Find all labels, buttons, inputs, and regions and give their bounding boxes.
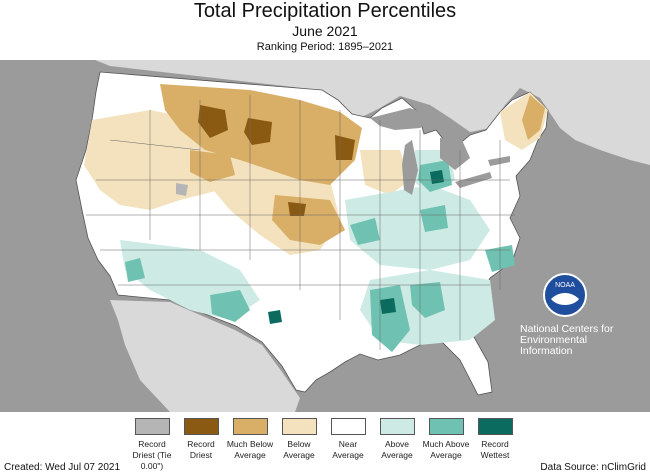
legend-swatch [379,418,415,435]
recordwettest-tx [268,310,282,324]
legend-item: Much Above Average [422,418,470,461]
legend-item: Near Average [324,418,372,461]
recorddriest-mt [198,105,228,138]
legend-item: Above Average [373,418,421,461]
noaa-logo-text: NOAA [555,282,575,289]
legend-item: Record Driest (Tie 0.00") [128,418,176,472]
legend-swatch [330,418,366,435]
legend-swatch [232,418,268,435]
below-midwest [360,150,410,195]
legend-swatch [428,418,464,435]
legend-swatch [134,418,170,435]
lake-michigan [402,140,418,195]
muchbelow-maine [522,95,545,140]
muchabove-texas [210,290,250,322]
lake-superior [370,108,438,130]
muchbelow-wy [190,150,235,182]
legend-label: Much Above Average [422,439,470,460]
legend-item: Below Average [275,418,323,461]
muchabove-al [410,282,445,318]
mexico-land [110,300,300,412]
canada-land [0,60,650,165]
lake-ontario [488,156,510,166]
created-date: Created: Wed Jul 07 2021 [4,462,121,473]
above-midwest [345,185,490,270]
legend-label: Above Average [381,439,413,460]
precipitation-map: NOAA [0,60,650,412]
legend-label: Below Average [283,439,315,460]
recorddriest-nd [244,118,272,145]
legend-label: Record Wettest [480,439,510,460]
muchabove-nm [125,258,145,282]
legend-swatch [281,418,317,435]
legend-item: Record Wettest [471,418,519,461]
muchabove-oh [420,205,448,232]
legend-label: Record Driest [187,439,215,460]
map-subtitle: June 2021 [292,23,358,39]
recordwettest-ms [380,298,396,314]
agency-name: National Centers for Environmental Infor… [520,323,614,357]
recordwettest-mi [430,170,444,184]
noaa-logo: NOAA [543,273,587,317]
legend-swatch [477,418,513,435]
legend-label: Near Average [332,439,364,460]
legend-label: Much Below Average [226,439,274,460]
lake-huron [440,138,470,170]
recorddriest-ks [288,202,306,216]
muchabove-mo [350,218,380,245]
legend-item: Much Below Average [226,418,274,461]
recorddriesttie-ut [176,183,188,196]
data-source: Data Source: nClimGrid [540,462,646,473]
map-title: Total Precipitation Percentiles [193,0,457,22]
legend: Record Driest (Tie 0.00") Record Driest … [128,418,519,472]
legend-label: Record Driest (Tie 0.00") [132,439,172,471]
state-borders [86,95,515,350]
ranking-period: Ranking Period: 1895–2021 [256,41,394,53]
legend-swatch [183,418,219,435]
legend-item: Record Driest [177,418,225,461]
